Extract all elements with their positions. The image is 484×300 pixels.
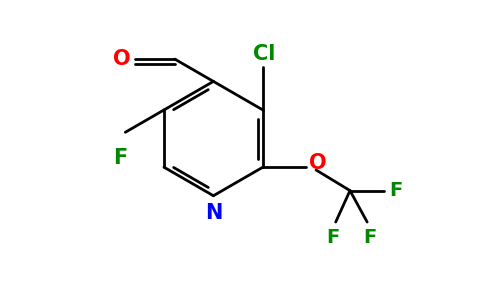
Text: F: F bbox=[114, 148, 128, 168]
Text: N: N bbox=[205, 202, 222, 223]
Text: F: F bbox=[389, 181, 402, 200]
Text: O: O bbox=[309, 153, 327, 172]
Text: O: O bbox=[113, 49, 130, 69]
Text: F: F bbox=[326, 228, 339, 247]
Text: F: F bbox=[363, 228, 377, 247]
Text: Cl: Cl bbox=[253, 44, 275, 64]
